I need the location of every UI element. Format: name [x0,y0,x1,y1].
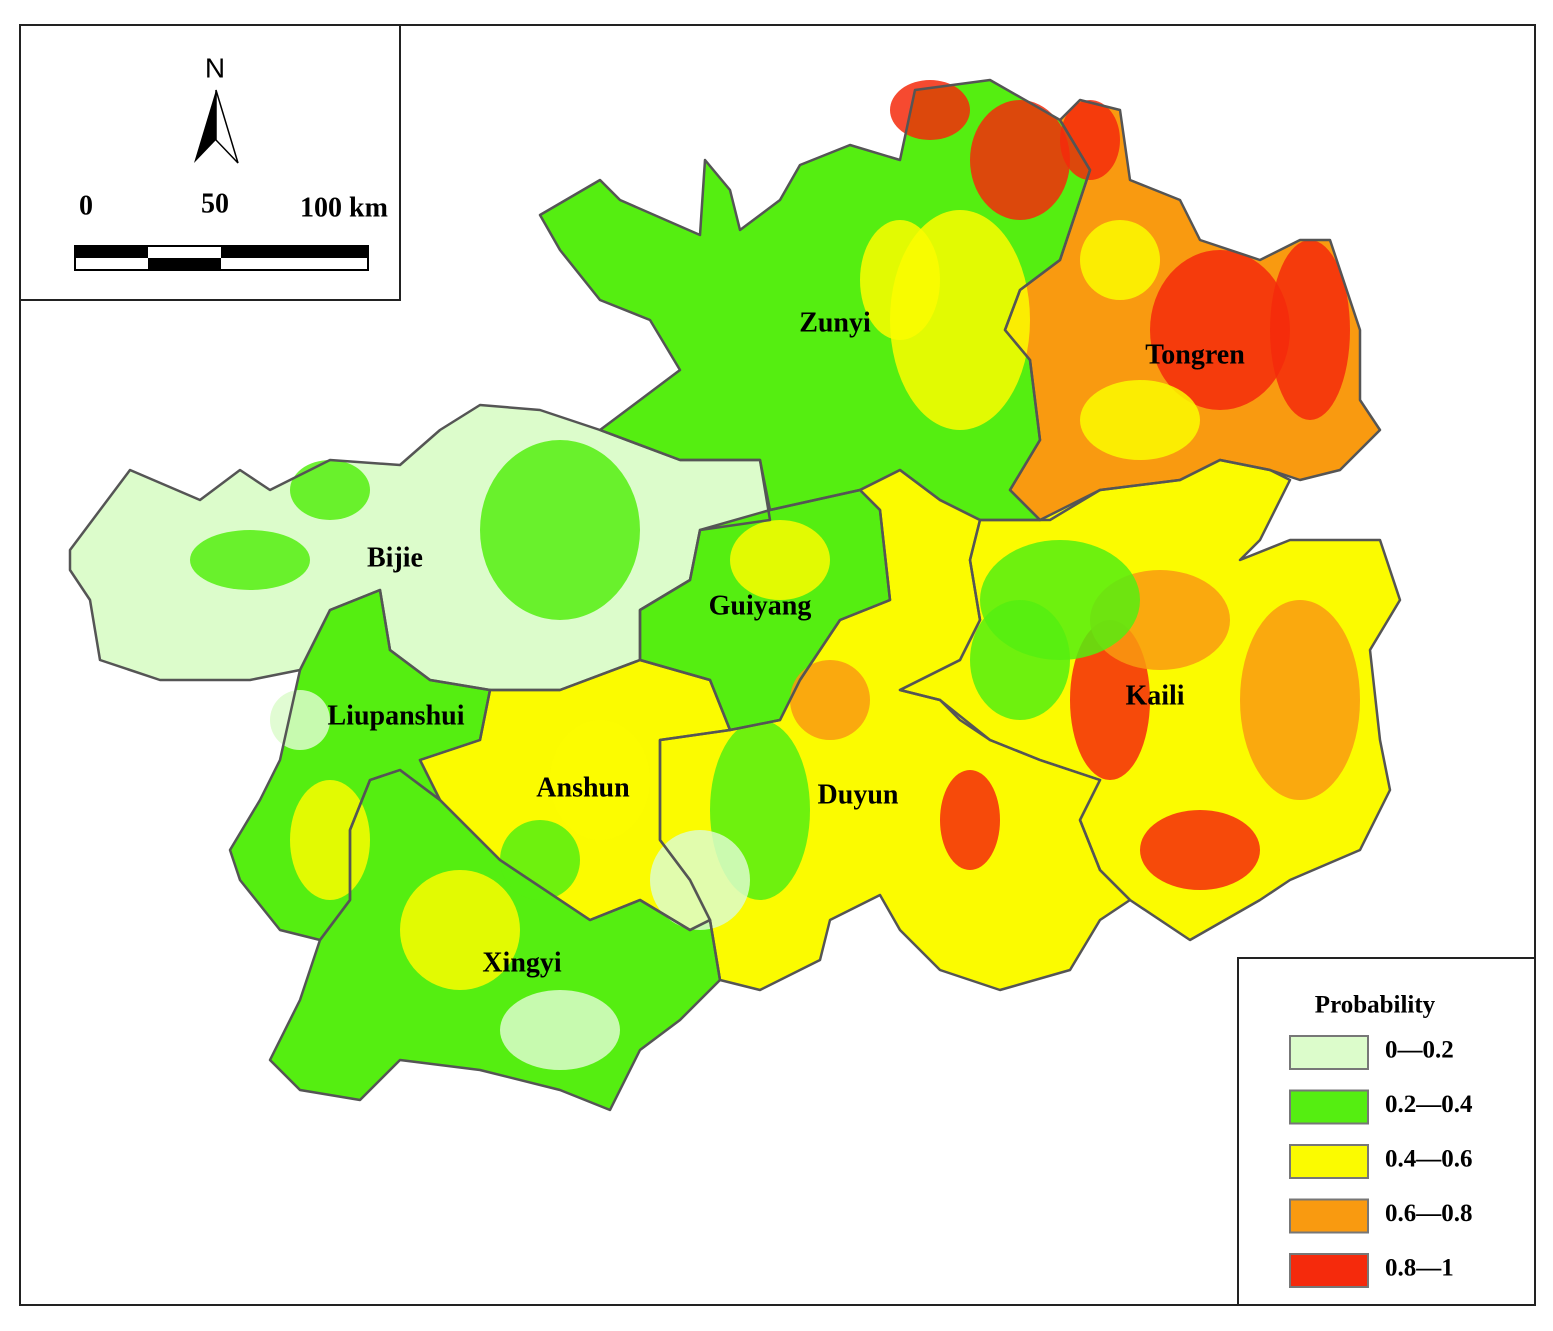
texture-patch [790,660,870,740]
texture-patch [1240,600,1360,800]
texture-patch [970,100,1070,220]
texture-patch [500,820,580,900]
texture-patch [940,770,1000,870]
legend-label: 0.4—0.6 [1385,1146,1473,1173]
texture-patch [190,530,310,590]
region-label: Tongren [1145,339,1245,370]
texture-patch [860,220,940,340]
scale-label: 0 [79,190,93,221]
patches [190,80,1360,1070]
legend-label: 0.2—0.4 [1385,1091,1473,1118]
legend-swatch [1289,1035,1369,1070]
scale-bar [74,245,369,271]
texture-patch [1150,250,1290,410]
scale-label: 50 [201,188,229,219]
region-label: Bijie [367,542,423,573]
north-arrow-left [194,90,216,163]
legend-swatch [1289,1253,1369,1288]
legend-box [1237,957,1536,1306]
legend-swatch [1289,1198,1369,1234]
north-label: N [205,52,225,83]
region-labels: Bijie Zunyi Tongren Guiyang Kaili Duyun Anshun… [328,307,1246,978]
texture-patch [290,460,370,520]
legend-swatch [1289,1144,1369,1179]
texture-patch [500,990,620,1070]
legend-items: 0—0.2 0.2—0.4 0.4—0.6 0.6—0.8 0.8—1 [1289,1035,1473,1288]
legend-label: 0.8—1 [1385,1255,1454,1282]
texture-patch [1080,380,1200,460]
texture-patch [1080,220,1160,300]
legend-label: 0—0.2 [1385,1037,1454,1064]
texture-patch [890,80,970,140]
texture-patch [650,830,750,930]
texture-patch [400,870,520,990]
outlines [68,78,1402,1112]
region-outline [658,468,1132,992]
region-outline [268,768,722,1112]
texture-patch [1060,100,1120,180]
region-label: Guiyang [709,590,812,621]
region-label: Anshun [536,772,630,803]
texture-patch [550,720,650,840]
texture-patch [730,520,830,600]
legend-title: Probability [1315,992,1436,1019]
region-label: Xingyi [482,947,562,978]
texture-patch [970,600,1070,720]
region-outline [1003,98,1382,522]
texture-patch [1140,810,1260,890]
texture-patch [270,690,330,750]
texture-patch [1270,240,1350,420]
region-label: Duyun [818,779,899,810]
region-label: Liupanshui [328,700,465,731]
texture-patch [290,780,370,900]
texture-patch [480,440,640,620]
region-label: Zunyi [799,307,871,338]
north-arrow-right [215,89,239,164]
legend-label: 0.6—0.8 [1385,1200,1473,1227]
legend-swatch [1289,1089,1369,1125]
region-label: Kaili [1125,680,1184,711]
scale-label: 100 km [300,192,388,223]
